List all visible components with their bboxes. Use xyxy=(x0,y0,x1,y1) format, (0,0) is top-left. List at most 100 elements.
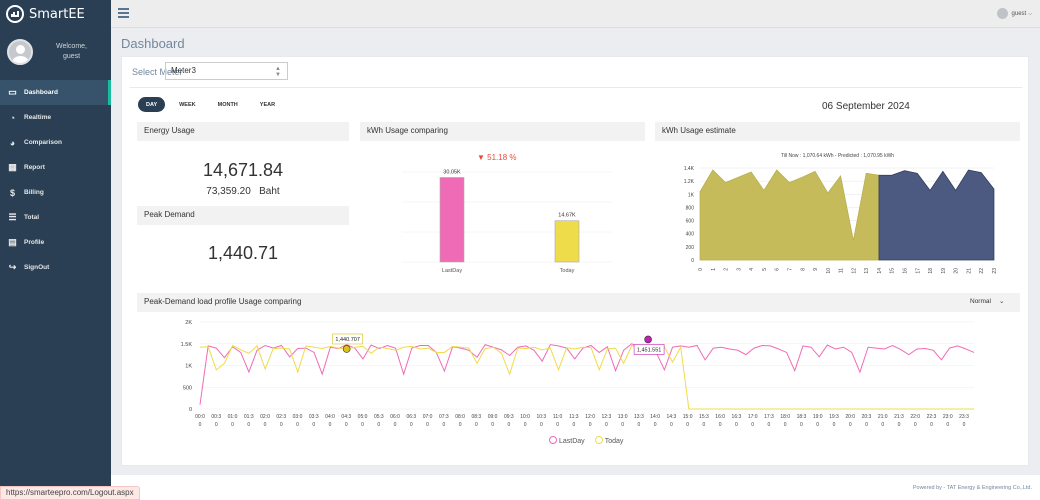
y-tick-label: 1.2K xyxy=(684,179,695,185)
x-tick-label: 17:3 xyxy=(764,414,774,420)
x-tick-label: 11 xyxy=(839,268,845,273)
x-tick-label: 22:3 xyxy=(927,414,937,420)
dashboard-icon: ◔ xyxy=(9,112,16,123)
data-label: 14.67K xyxy=(558,213,576,219)
x-tick-label: 18 xyxy=(928,268,934,274)
sidebar-item-total[interactable]: ☰ Total xyxy=(0,205,111,230)
tab-week[interactable]: WEEK xyxy=(179,101,196,108)
x-tick-label: 12 xyxy=(851,268,857,274)
x-tick-label: 16:3 xyxy=(732,414,742,420)
x-tick-label: 13 xyxy=(864,268,870,274)
sidebar-item-comparison[interactable]: ◕ Comparison xyxy=(0,130,111,155)
peak-demand-value: 1,440.71 xyxy=(207,243,279,263)
x-tick-label: 11:3 xyxy=(569,414,579,420)
x-tick-sublabel: 0 xyxy=(589,422,592,428)
divider xyxy=(130,87,1022,88)
x-tick-label: 23:0 xyxy=(943,414,953,420)
x-tick-sublabel: 0 xyxy=(199,422,202,428)
y-tick-label: 200 xyxy=(686,245,695,251)
y-tick-label: 600 xyxy=(686,219,695,225)
x-tick-sublabel: 0 xyxy=(849,422,852,428)
bar xyxy=(554,220,580,263)
chevron-down-icon: ⌵ xyxy=(1028,10,1032,17)
date-label: 06 September 2024 xyxy=(822,101,910,112)
sidebar-item-dashboard[interactable]: ▭ Dashboard xyxy=(0,80,111,105)
kwh-estimate-header: kWh Usage estimate xyxy=(655,122,1020,141)
x-tick-label: 02:3 xyxy=(276,414,286,420)
x-tick-label: 19:0 xyxy=(813,414,823,420)
sidebar-item-realtime[interactable]: ◔ Realtime xyxy=(0,105,111,130)
x-tick-label: 09:3 xyxy=(504,414,514,420)
x-tick-sublabel: 0 xyxy=(264,422,267,428)
x-tick-label: 14:0 xyxy=(650,414,660,420)
x-tick-label: 10 xyxy=(826,268,832,274)
legend-today-label: Today xyxy=(604,438,624,445)
x-tick-sublabel: 0 xyxy=(394,422,397,428)
caret-down-icon: ▼ xyxy=(477,153,485,162)
x-tick-label: 20 xyxy=(954,268,960,274)
x-tick-label: 07:0 xyxy=(423,414,433,420)
kwh-comparing-chart: 30.05K LastDay 14.67K Today xyxy=(402,169,612,274)
sidebar-item-billing[interactable]: $ Billing xyxy=(0,180,111,205)
mode-select[interactable]: Normal ⌄ xyxy=(970,297,1004,306)
energy-cost: 73,359.20 Baht xyxy=(137,186,349,197)
legend-lastday-label: LastDay xyxy=(559,438,585,445)
user-menu[interactable]: guest ⌵ xyxy=(996,8,1032,19)
list-icon: ☰ xyxy=(8,212,17,222)
x-tick-sublabel: 0 xyxy=(329,422,332,428)
x-tick-label: 06:3 xyxy=(406,414,416,420)
kwh-comparing-header: kWh Usage comparing xyxy=(360,122,645,141)
x-tick-label: 01:3 xyxy=(244,414,254,420)
energy-cost-value: 73,359.20 xyxy=(206,186,251,197)
x-tick-label: 14 xyxy=(877,268,883,274)
mode-select-value: Normal xyxy=(970,297,991,305)
sidebar-item-signout[interactable]: ↪ SignOut xyxy=(0,255,111,280)
meter-select[interactable]: Meter3 ▲ ▼ xyxy=(165,62,288,80)
x-tick-label: 17:0 xyxy=(748,414,758,420)
highlight-marker xyxy=(342,345,351,353)
x-tick-sublabel: 0 xyxy=(946,422,949,428)
y-tick-label: 800 xyxy=(686,205,695,211)
x-tick-label: 20:0 xyxy=(845,414,855,420)
x-tick-sublabel: 0 xyxy=(556,422,559,428)
x-tick-label: 03:3 xyxy=(309,414,319,420)
x-tick-label: 13:3 xyxy=(634,414,644,420)
user-avatar xyxy=(996,8,1008,19)
change-value: 51.18 % xyxy=(487,153,517,162)
tab-year[interactable]: YEAR xyxy=(259,101,276,108)
menu-toggle-icon[interactable] xyxy=(118,8,129,18)
tab-day[interactable]: DAY xyxy=(138,97,166,112)
x-tick-sublabel: 0 xyxy=(361,422,364,428)
load-profile-chart: 0 500 1K 1.5K 2K 00:0 0 00:3 0 01:0 0 01:3 0 02:0 0 02:… xyxy=(181,320,975,428)
sidebar-item-report[interactable]: ▦ Report xyxy=(0,155,111,180)
table-icon: ▦ xyxy=(8,162,17,172)
x-tick-sublabel: 0 xyxy=(865,422,868,428)
y-tick-label: 1.5K xyxy=(181,342,193,348)
legend-item-today[interactable]: Today xyxy=(594,436,624,445)
x-tick-label: 15:0 xyxy=(683,414,693,420)
x-tick-label: 1 xyxy=(711,268,717,271)
tab-month[interactable]: MONTH xyxy=(217,101,238,108)
energy-cost-unit: Baht xyxy=(259,186,280,197)
x-tick-sublabel: 0 xyxy=(833,422,836,428)
x-tick-sublabel: 0 xyxy=(898,422,901,428)
x-tick-label: 07:3 xyxy=(439,414,449,420)
x-tick-sublabel: 0 xyxy=(605,422,608,428)
x-tick-label: 01:0 xyxy=(228,414,238,420)
sidebar-item-profile[interactable]: ▤ Profile xyxy=(0,230,111,255)
brand[interactable]: SmartEE xyxy=(0,0,111,28)
sidebar-item-label: Report xyxy=(24,164,45,171)
x-tick-label: 00:3 xyxy=(211,414,221,420)
sidebar-item-label: Total xyxy=(24,214,40,221)
sidebar-nav: ▭ Dashboard ◔ Realtime ◕ Comparison ▦ Report $ Bi… xyxy=(0,80,111,280)
x-tick-label: 13:0 xyxy=(618,414,628,420)
tooltip-label: 1,440.707 xyxy=(335,337,359,343)
x-tick-sublabel: 0 xyxy=(768,422,771,428)
x-tick-label: 21:0 xyxy=(878,414,888,420)
line-series xyxy=(199,344,974,410)
x-tick-sublabel: 0 xyxy=(345,422,348,428)
legend-item-lastday[interactable]: LastDay xyxy=(549,436,585,445)
energy-usage-header: Energy Usage xyxy=(137,122,349,141)
category-label: LastDay xyxy=(442,268,462,274)
